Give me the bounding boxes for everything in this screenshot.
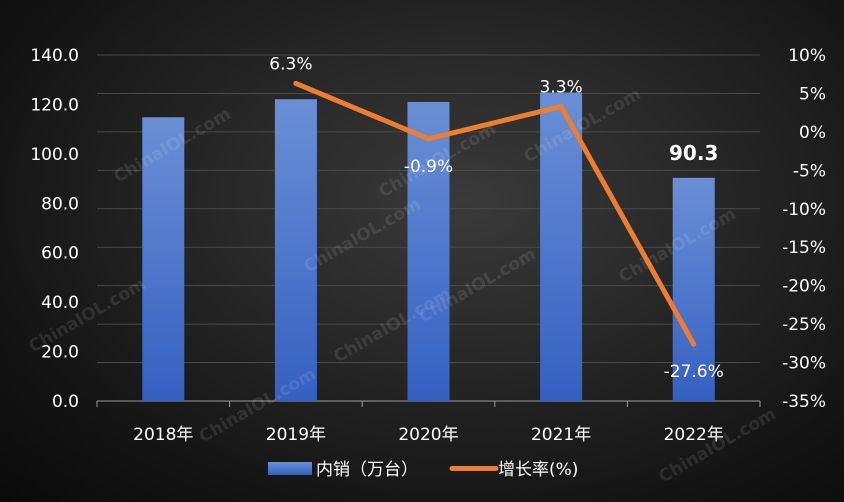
watermark: ChinaIOL.com xyxy=(656,404,780,487)
bar-2019年 xyxy=(274,99,317,401)
y-left-tick-label: 80.0 xyxy=(41,194,79,214)
growth-rate-point xyxy=(426,136,431,142)
y-right-tick-label: -5% xyxy=(793,161,826,181)
y-right-tick-label: -35% xyxy=(782,392,826,412)
legend-swatch-bar xyxy=(268,462,312,475)
y-right-tick-label: -25% xyxy=(782,315,826,335)
y-left-tick-label: 20.0 xyxy=(41,343,79,363)
bar-data-label: 90.3 xyxy=(669,141,718,165)
bar-2020年 xyxy=(407,101,450,401)
bar-2021年 xyxy=(540,92,583,402)
y-right-tick-label: -20% xyxy=(782,277,826,297)
growth-rate-data-label: 3.3% xyxy=(539,78,582,98)
watermark: ChinaIOL.com xyxy=(301,194,425,277)
y-left-tick-label: 0.0 xyxy=(52,392,79,412)
y-left-tick-label: 140.0 xyxy=(30,46,79,66)
legend-label-line: 增长率(%) xyxy=(498,460,578,480)
y-left-tick-label: 120.0 xyxy=(30,95,79,115)
legend-label-bar: 内销（万台） xyxy=(316,460,418,480)
growth-rate-data-label: -27.6% xyxy=(664,362,724,382)
bar-2018年 xyxy=(142,117,185,401)
growth-rate-data-label: -0.9% xyxy=(404,157,453,177)
growth-rate-point xyxy=(558,104,564,110)
y-right-tick-label: -30% xyxy=(782,354,826,374)
y-left-tick-label: 100.0 xyxy=(30,145,79,165)
x-category-label: 2019年 xyxy=(266,425,326,445)
x-category-label: 2018年 xyxy=(133,425,193,445)
y-right-tick-label: -10% xyxy=(782,200,826,220)
y-right-tick-label: 10% xyxy=(788,46,826,66)
growth-rate-data-label: 6.3% xyxy=(269,54,312,74)
y-left-tick-label: 60.0 xyxy=(41,244,79,264)
y-right-tick-label: -15% xyxy=(782,238,826,258)
bar-2022年 xyxy=(672,177,715,401)
y-right-tick-label: 0% xyxy=(799,123,826,143)
growth-rate-point xyxy=(293,80,299,86)
y-right-tick-label: 5% xyxy=(799,84,826,104)
watermark: ChinaIOL.com xyxy=(26,274,150,357)
y-left-tick-label: 40.0 xyxy=(41,293,79,313)
x-category-label: 2022年 xyxy=(664,425,724,445)
x-category-label: 2020年 xyxy=(398,425,458,445)
x-category-label: 2021年 xyxy=(531,425,591,445)
growth-rate-point xyxy=(691,341,697,347)
growth-rate-line xyxy=(293,80,697,347)
